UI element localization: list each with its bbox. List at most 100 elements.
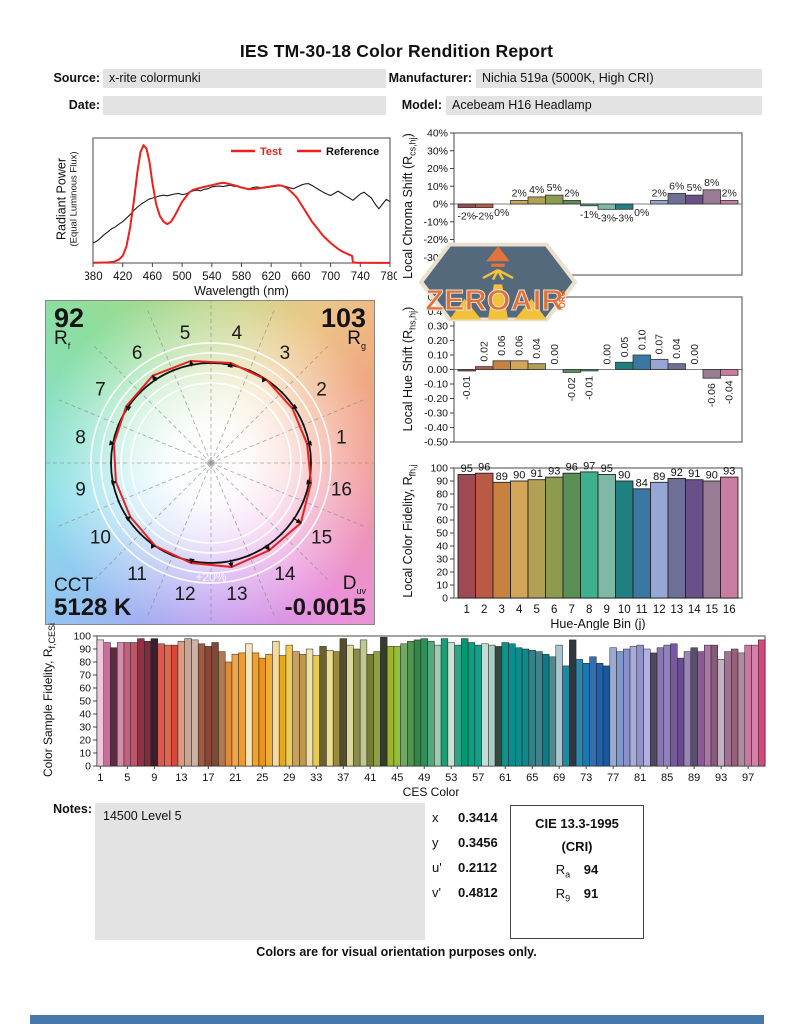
svg-text:Test: Test <box>260 146 282 158</box>
svg-text:50: 50 <box>436 528 448 540</box>
svg-text:780: 780 <box>380 271 397 283</box>
svg-text:9: 9 <box>151 772 157 784</box>
svg-text:53: 53 <box>445 772 457 784</box>
svg-text:40: 40 <box>436 541 448 553</box>
svg-text:20: 20 <box>79 735 91 747</box>
svg-text:89: 89 <box>496 471 508 483</box>
svg-text:85: 85 <box>661 772 673 784</box>
svg-text:89: 89 <box>653 471 665 483</box>
svg-text:580: 580 <box>232 271 251 283</box>
footer-disclaimer: Colors are for visual orientation purpos… <box>256 945 537 959</box>
svg-text:65: 65 <box>526 772 538 784</box>
svg-text:100: 100 <box>73 631 91 643</box>
svg-text:Hue-Angle Bin (j): Hue-Angle Bin (j) <box>550 617 645 630</box>
manufacturer-label: Manufacturer: <box>388 71 472 85</box>
ces-y-axis-label: Color Sample Fidelity, Rf,CESi <box>40 623 58 777</box>
duv-value: Duv -0.0015 <box>284 572 366 621</box>
date-value <box>103 96 386 115</box>
svg-text:73: 73 <box>580 772 592 784</box>
svg-text:-0.01: -0.01 <box>461 376 473 400</box>
svg-text:660: 660 <box>291 271 310 283</box>
svg-text:29: 29 <box>283 772 295 784</box>
svg-text:420: 420 <box>113 271 132 283</box>
svg-text:0%: 0% <box>634 207 649 219</box>
svg-text:0.06: 0.06 <box>514 335 526 356</box>
chroma-shift-y-axis-label: Local Chroma Shift (Rcs,hj) <box>400 133 418 279</box>
svg-text:25: 25 <box>256 772 268 784</box>
svg-text:97: 97 <box>742 772 754 784</box>
svg-text:70: 70 <box>436 502 448 514</box>
svg-text:41: 41 <box>364 772 376 784</box>
svg-text:93: 93 <box>723 466 735 478</box>
svg-text:92: 92 <box>671 467 683 479</box>
svg-text:95: 95 <box>601 463 613 475</box>
svg-text:8: 8 <box>75 428 86 449</box>
chromaticity-row: u' 0.2112 <box>432 860 498 875</box>
svg-text:-0.06: -0.06 <box>706 383 718 407</box>
svg-text:80: 80 <box>436 489 448 501</box>
svg-text:5: 5 <box>534 604 540 616</box>
svg-text:3: 3 <box>280 343 291 364</box>
svg-text:96: 96 <box>478 462 490 474</box>
hue-shift-y-axis-label: Local Hue Shift (Rhs,hj) <box>400 306 418 432</box>
svg-text:20%: 20% <box>427 163 448 175</box>
svg-text:93: 93 <box>548 466 560 478</box>
svg-text:6: 6 <box>551 604 557 616</box>
svg-text:2%: 2% <box>512 187 527 199</box>
svg-text:4: 4 <box>516 604 523 616</box>
svg-text:2: 2 <box>481 604 487 616</box>
svg-text:0.00: 0.00 <box>428 364 449 376</box>
svg-text:-0.01: -0.01 <box>584 376 596 400</box>
svg-text:37: 37 <box>337 772 349 784</box>
svg-text:0: 0 <box>442 593 448 605</box>
svg-text:0%: 0% <box>433 199 448 211</box>
rg-score: 103 Rg <box>320 303 366 351</box>
svg-text:84: 84 <box>636 477 648 489</box>
svg-text:14: 14 <box>688 604 701 616</box>
svg-text:-0.04: -0.04 <box>724 380 736 404</box>
svg-text:70: 70 <box>79 670 91 682</box>
svg-text:460: 460 <box>143 271 162 283</box>
svg-text:740: 740 <box>351 271 370 283</box>
svg-text:97: 97 <box>583 460 595 472</box>
svg-text:13: 13 <box>670 604 683 616</box>
svg-text:61: 61 <box>499 772 511 784</box>
svg-text:93: 93 <box>715 772 727 784</box>
svg-text:0.04: 0.04 <box>671 338 683 359</box>
svg-text:2: 2 <box>316 380 327 401</box>
svg-text:1: 1 <box>97 772 103 784</box>
svg-text:-1%: -1% <box>580 209 599 221</box>
svg-text:10: 10 <box>79 748 91 760</box>
svg-text:89: 89 <box>688 772 700 784</box>
svg-text:0.30: 0.30 <box>428 321 449 333</box>
svg-text:30: 30 <box>79 722 91 734</box>
svg-text:-30%: -30% <box>423 252 448 264</box>
svg-text:15: 15 <box>311 527 332 548</box>
svg-text:91: 91 <box>531 468 543 480</box>
svg-text:49: 49 <box>418 772 430 784</box>
svg-text:14: 14 <box>274 564 296 585</box>
svg-text:21: 21 <box>229 772 241 784</box>
svg-text:-0.40: -0.40 <box>424 422 448 434</box>
svg-text:0.05: 0.05 <box>619 337 631 358</box>
spd-chart: 380 420 460 500 540 580 620 660 700 740 780 Wavelen… <box>85 137 397 298</box>
svg-text:380: 380 <box>85 271 103 283</box>
svg-text:30: 30 <box>436 554 448 566</box>
svg-text:0.50: 0.50 <box>428 292 449 304</box>
model-value: Acebeam H16 Headlamp <box>446 96 762 115</box>
svg-text:8: 8 <box>586 604 592 616</box>
svg-text:-2%: -2% <box>475 211 494 223</box>
svg-text:80: 80 <box>79 657 91 669</box>
svg-text:90: 90 <box>706 470 718 482</box>
svg-text:2%: 2% <box>564 187 579 199</box>
svg-text:96: 96 <box>566 462 578 474</box>
svg-text:7: 7 <box>569 604 575 616</box>
svg-text:3: 3 <box>499 604 505 616</box>
svg-text:69: 69 <box>553 772 565 784</box>
cie-ra-row: Ra 94 <box>555 862 599 880</box>
svg-text:33: 33 <box>310 772 322 784</box>
cie-subtitle: (CRI) <box>561 839 593 854</box>
svg-text:12: 12 <box>653 604 666 616</box>
